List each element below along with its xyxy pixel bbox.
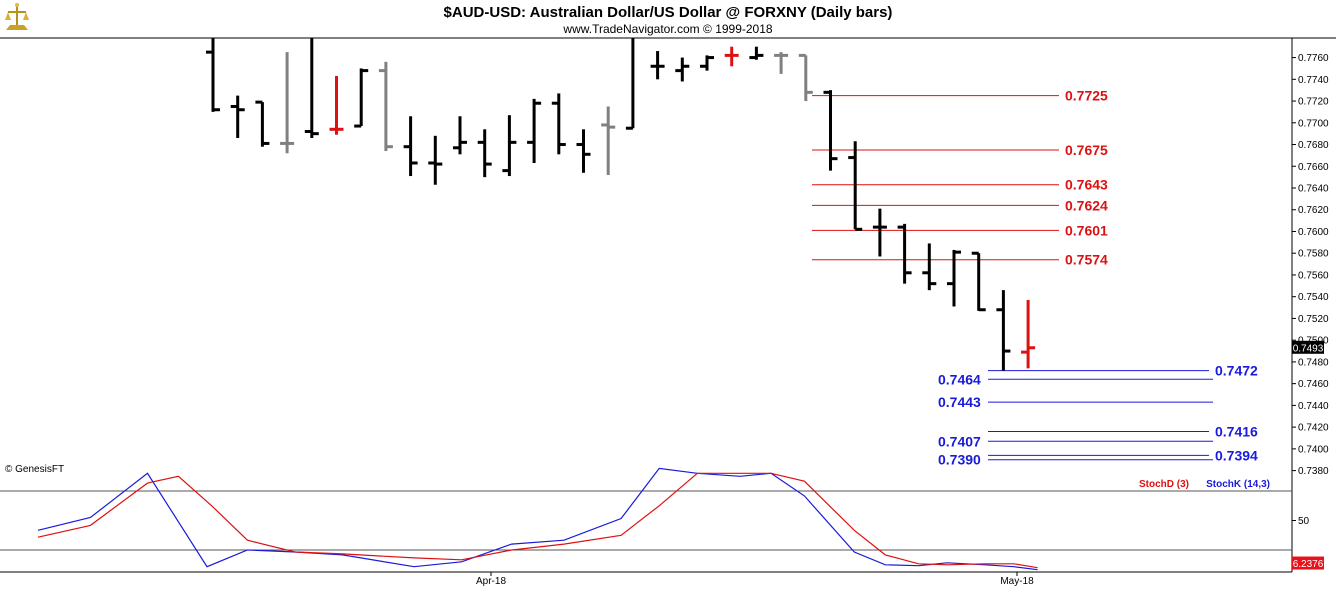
y-tick-label: 0.7480 [1298,357,1329,368]
y-tick-label: 0.7460 [1298,379,1329,390]
ohlc-bar [502,115,517,177]
osc-last-box [1292,556,1324,570]
x-tick-label: May-18 [1000,576,1034,587]
y-tick-label: 0.7720 [1298,97,1329,108]
ohlc-bar [947,249,961,307]
ohlc-bar [453,116,467,155]
y-tick-label: 0.7620 [1298,205,1329,216]
ohlc-bar [700,55,714,71]
ohlc-bar [304,38,319,138]
level-label-blue: 0.7464 [938,371,981,387]
y-tick-label: 0.7760 [1298,53,1329,64]
osc-last-label: 6.2376 [1293,559,1324,570]
level-label-red: 0.7601 [1065,222,1108,238]
chart-title: $AUD-USD: Australian Dollar/US Dollar @ … [444,4,893,21]
last-price-box [1292,340,1324,354]
legend-stochd: StochD (3) [1139,479,1189,490]
credit-text: © GenesisFT [5,464,64,475]
ohlc-bar [477,129,492,178]
ohlc-bar [848,141,863,231]
legend-stochk: StochK (14,3) [1206,479,1270,490]
chart-subtitle: www.TradeNavigator.com © 1999-2018 [562,22,772,36]
x-axis: Apr-18 May-18 [476,572,1034,587]
y-tick-label: 0.7440 [1298,401,1329,412]
ohlc-bar [1021,299,1036,369]
ohlc-bar [280,52,295,154]
y-tick-label: 0.7580 [1298,249,1329,260]
price-levels: 0.7725 0.7675 0.7643 0.7624 0.7601 0.7574 0.74… [812,88,1258,468]
y-tick-label: 0.7400 [1298,444,1329,455]
last-price-badge: 0.7493 [1292,340,1324,354]
osc-last-badge: 6.2376 [1292,556,1324,570]
level-label-blue: 0.7472 [1215,363,1258,379]
level-label-blue: 0.7394 [1215,447,1258,463]
ohlc-bar [428,135,443,185]
y-tick-label: 0.7380 [1298,466,1329,477]
ohlc-bar [897,223,912,284]
level-label-red: 0.7624 [1065,197,1108,213]
y-tick-label: 0.7680 [1298,140,1329,151]
ohlc-bar [206,38,220,112]
ohlc-bar [625,38,635,130]
ohlc-bar [996,290,1011,371]
y-tick-label: 0.7660 [1298,162,1329,173]
ohlc-bar [650,51,665,80]
y-tick-label: 0.7520 [1298,314,1329,325]
ohlc-bar [403,116,418,177]
y-tick-label: 0.7600 [1298,227,1329,238]
ohlc-bar [749,46,764,60]
level-label-blue: 0.7443 [938,394,981,410]
ohlc-bar [971,251,986,312]
price-axis: 0.7760 0.7740 0.7720 0.7700 0.7680 0.7660 0.76… [1292,53,1329,477]
ohlc-bar [551,93,566,155]
stochastic-line [37,472,1038,569]
ohlc-bar [527,98,542,163]
x-tick-label: Apr-18 [476,576,506,587]
ohlc-bar [329,76,344,135]
osc-tick-label: 50 [1298,516,1310,527]
ohlc-bar [354,68,369,128]
last-price-label: 0.7493 [1293,343,1324,354]
ohlc-bar [576,129,591,173]
ohlc-bars [206,38,1036,371]
ohlc-bar [774,52,789,74]
logo-icon [5,3,29,30]
level-label-red: 0.7643 [1065,177,1108,193]
level-label-blue: 0.7407 [938,433,981,449]
y-tick-label: 0.7740 [1298,75,1329,86]
y-tick-label: 0.7420 [1298,423,1329,434]
ohlc-bar [922,243,937,291]
ohlc-bar [230,95,245,138]
level-label-blue: 0.7390 [938,452,981,468]
ohlc-bar [378,61,393,152]
stochastic-line [37,467,1038,571]
y-tick-label: 0.7640 [1298,184,1329,195]
ohlc-bar [675,57,690,82]
level-label-red: 0.7675 [1065,142,1108,158]
ohlc-bar [872,208,887,257]
y-tick-label: 0.7560 [1298,270,1329,281]
ohlc-bar [798,53,813,102]
stochastic-legend: StochD (3) StochK (14,3) [1139,479,1270,490]
ohlc-bar [823,90,838,171]
level-label-blue: 0.7416 [1215,423,1258,439]
y-tick-label: 0.7540 [1298,292,1329,303]
stochastic-panel: 50 [0,467,1310,571]
ohlc-bar [255,100,270,147]
ohlc-bar [601,106,616,175]
y-tick-label: 0.7700 [1298,118,1329,129]
ohlc-bar [724,46,739,67]
level-label-red: 0.7574 [1065,252,1108,268]
level-label-red: 0.7725 [1065,88,1108,104]
